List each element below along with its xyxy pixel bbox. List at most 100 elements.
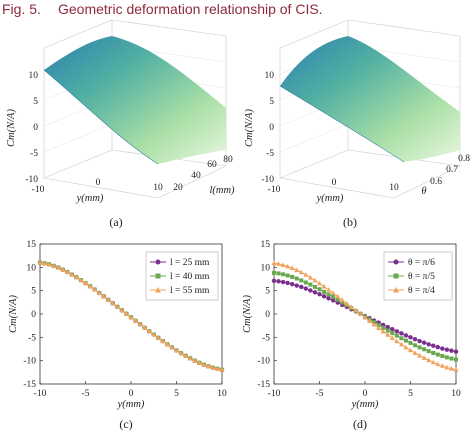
- panel-d-series-2-point: [426, 357, 432, 363]
- panel-b-zt-0: 10: [265, 71, 275, 81]
- panel-c-series-2-point: [142, 325, 148, 330]
- panel-c-series-2-point: [205, 363, 211, 369]
- panel-a-xt-0: -10: [32, 185, 45, 195]
- panel-d-legend-1: θ = π/6: [408, 258, 435, 268]
- panel-d-series-0-point: [326, 296, 331, 301]
- panel-d-series-2-point: [385, 332, 391, 337]
- panel-d-series-1-point: [285, 273, 290, 278]
- panel-d-series-1-point: [308, 282, 313, 287]
- panel-a-zt-2: 0: [33, 123, 38, 133]
- panel-c-legend: l = 25 mm l = 40 mm l = 55 mm: [145, 251, 219, 301]
- panel-d-series-2-point: [348, 304, 354, 309]
- panel-d-series-1-point: [454, 357, 458, 362]
- panel-c-ylabel: Cm(N/A): [8, 295, 19, 333]
- panel-d-series-1-point: [312, 284, 317, 289]
- panel-b-zt-1: 5: [269, 97, 274, 107]
- panel-d-series-0-point: [271, 278, 277, 284]
- panel-d-series-2-point: [321, 283, 327, 289]
- panel-c-ytick-0: 15: [27, 240, 37, 250]
- panel-c-xtick-3: 5: [174, 389, 179, 399]
- panel-d-series-1-point: [376, 322, 381, 327]
- panel-d-series-2-point: [403, 344, 409, 350]
- panel-d-series-2-point: [389, 335, 395, 341]
- panel-c-series-2-point: [155, 335, 161, 340]
- panel-b-zt-4: -10: [261, 175, 274, 185]
- panel-d-series-1-point: [381, 325, 386, 330]
- panel-d-series-0-point: [385, 324, 390, 330]
- panel-a-xlabel: y(mm): [76, 193, 104, 204]
- panel-c-series-2-point: [123, 311, 129, 316]
- panel-c-series-2-point: [96, 290, 102, 295]
- panel-d-series-2-point: [271, 260, 277, 266]
- panel-b-zlabel: Cm(N/A): [244, 109, 255, 147]
- panel-d-ytick-4: -5: [262, 333, 270, 343]
- panel-c-legend-2: l = 40 mm: [170, 272, 210, 282]
- panel-d-series-1-point: [272, 270, 276, 275]
- panel-d-ytick-0: 15: [261, 240, 271, 250]
- panel-c-series-group: [37, 260, 225, 372]
- panel-b-yt-2: 0.8: [458, 154, 470, 164]
- panel-c-series-2-point: [151, 331, 157, 337]
- panel-a-label: (a): [109, 215, 122, 229]
- panel-c-series-2-point: [196, 360, 202, 365]
- panel-c-series-2-point: [201, 362, 207, 367]
- panel-d-series-1-point: [290, 274, 295, 279]
- panel-d-xtick-0: -10: [268, 389, 281, 399]
- panel-d-series-1-point: [390, 331, 395, 336]
- panel-b-xt-1: 0: [332, 178, 337, 188]
- panel-d-legend-marker-1: [393, 259, 399, 265]
- panel-d-series-2-point: [408, 347, 413, 353]
- panel-d-series-0-point: [280, 279, 286, 285]
- panel-d-series-2-point: [330, 290, 336, 295]
- panel-c-series-2-point: [83, 280, 88, 286]
- panel-d-series-2-point: [412, 350, 418, 355]
- panel-d-ytick-2: 5: [265, 287, 270, 297]
- panel-a-xt-2: 10: [153, 183, 163, 193]
- panel-c-series-2-point: [128, 314, 134, 320]
- panel-d-series-1-point: [326, 292, 331, 297]
- panel-c-ytick-2: 5: [31, 287, 36, 297]
- panel-d-series-2-point: [417, 352, 423, 358]
- panel-d-series-1-point: [340, 300, 345, 305]
- panel-d-series-0-point: [431, 343, 436, 348]
- panel-a-xt-1: 0: [96, 178, 101, 188]
- panel-d-series-0-point: [417, 338, 422, 344]
- panel-d-series-2-point: [317, 280, 322, 286]
- panel-c-series-2-point: [214, 366, 220, 371]
- panel-d-series-0-point: [449, 348, 454, 353]
- panel-c-xtick-0: -10: [34, 389, 47, 399]
- panel-d-series-2-point: [362, 314, 368, 320]
- panel-c-series-2-point: [178, 350, 184, 356]
- panel-c-xtick-2: 0: [129, 389, 134, 399]
- panel-d-series-1-point: [322, 289, 327, 294]
- panel-c-ytick-5: -10: [23, 357, 36, 367]
- panel-d-series-2-point: [376, 325, 382, 330]
- panel-d-series-1-point: [449, 356, 454, 361]
- panel-c-series-2-point: [92, 286, 98, 292]
- panel-c-series-2-point: [210, 365, 216, 370]
- panel-b-yt-0: 0.6: [430, 177, 442, 187]
- panel-d-series-2-point: [453, 367, 459, 372]
- panel-c-series-2-point: [87, 283, 93, 289]
- panel-c-ytick-6: -15: [23, 380, 36, 390]
- panel-d-series-2-point: [289, 265, 295, 271]
- panel-c-series-2-point: [114, 304, 120, 309]
- panel-d-xtick-2: 0: [363, 389, 368, 399]
- panel-d-series-1-point: [408, 340, 413, 345]
- panel-c-series-2-point: [42, 260, 48, 266]
- panel-c-series-2-point: [101, 293, 107, 299]
- panel-d-ylabel: Cm(N/A): [242, 295, 253, 333]
- panel-c-series-2-point: [51, 263, 57, 268]
- panel-d-series-0-point: [403, 333, 409, 338]
- panel-d-series-0-point: [285, 280, 290, 286]
- panel-c-series-2-point: [78, 277, 84, 283]
- panel-b-box: [279, 19, 461, 199]
- panel-d-series-2-point: [312, 277, 318, 283]
- panel-b-xt-2: 10: [389, 183, 399, 193]
- panel-d-xtick-1: -5: [316, 389, 324, 399]
- panel-c-series-2-point: [160, 338, 166, 344]
